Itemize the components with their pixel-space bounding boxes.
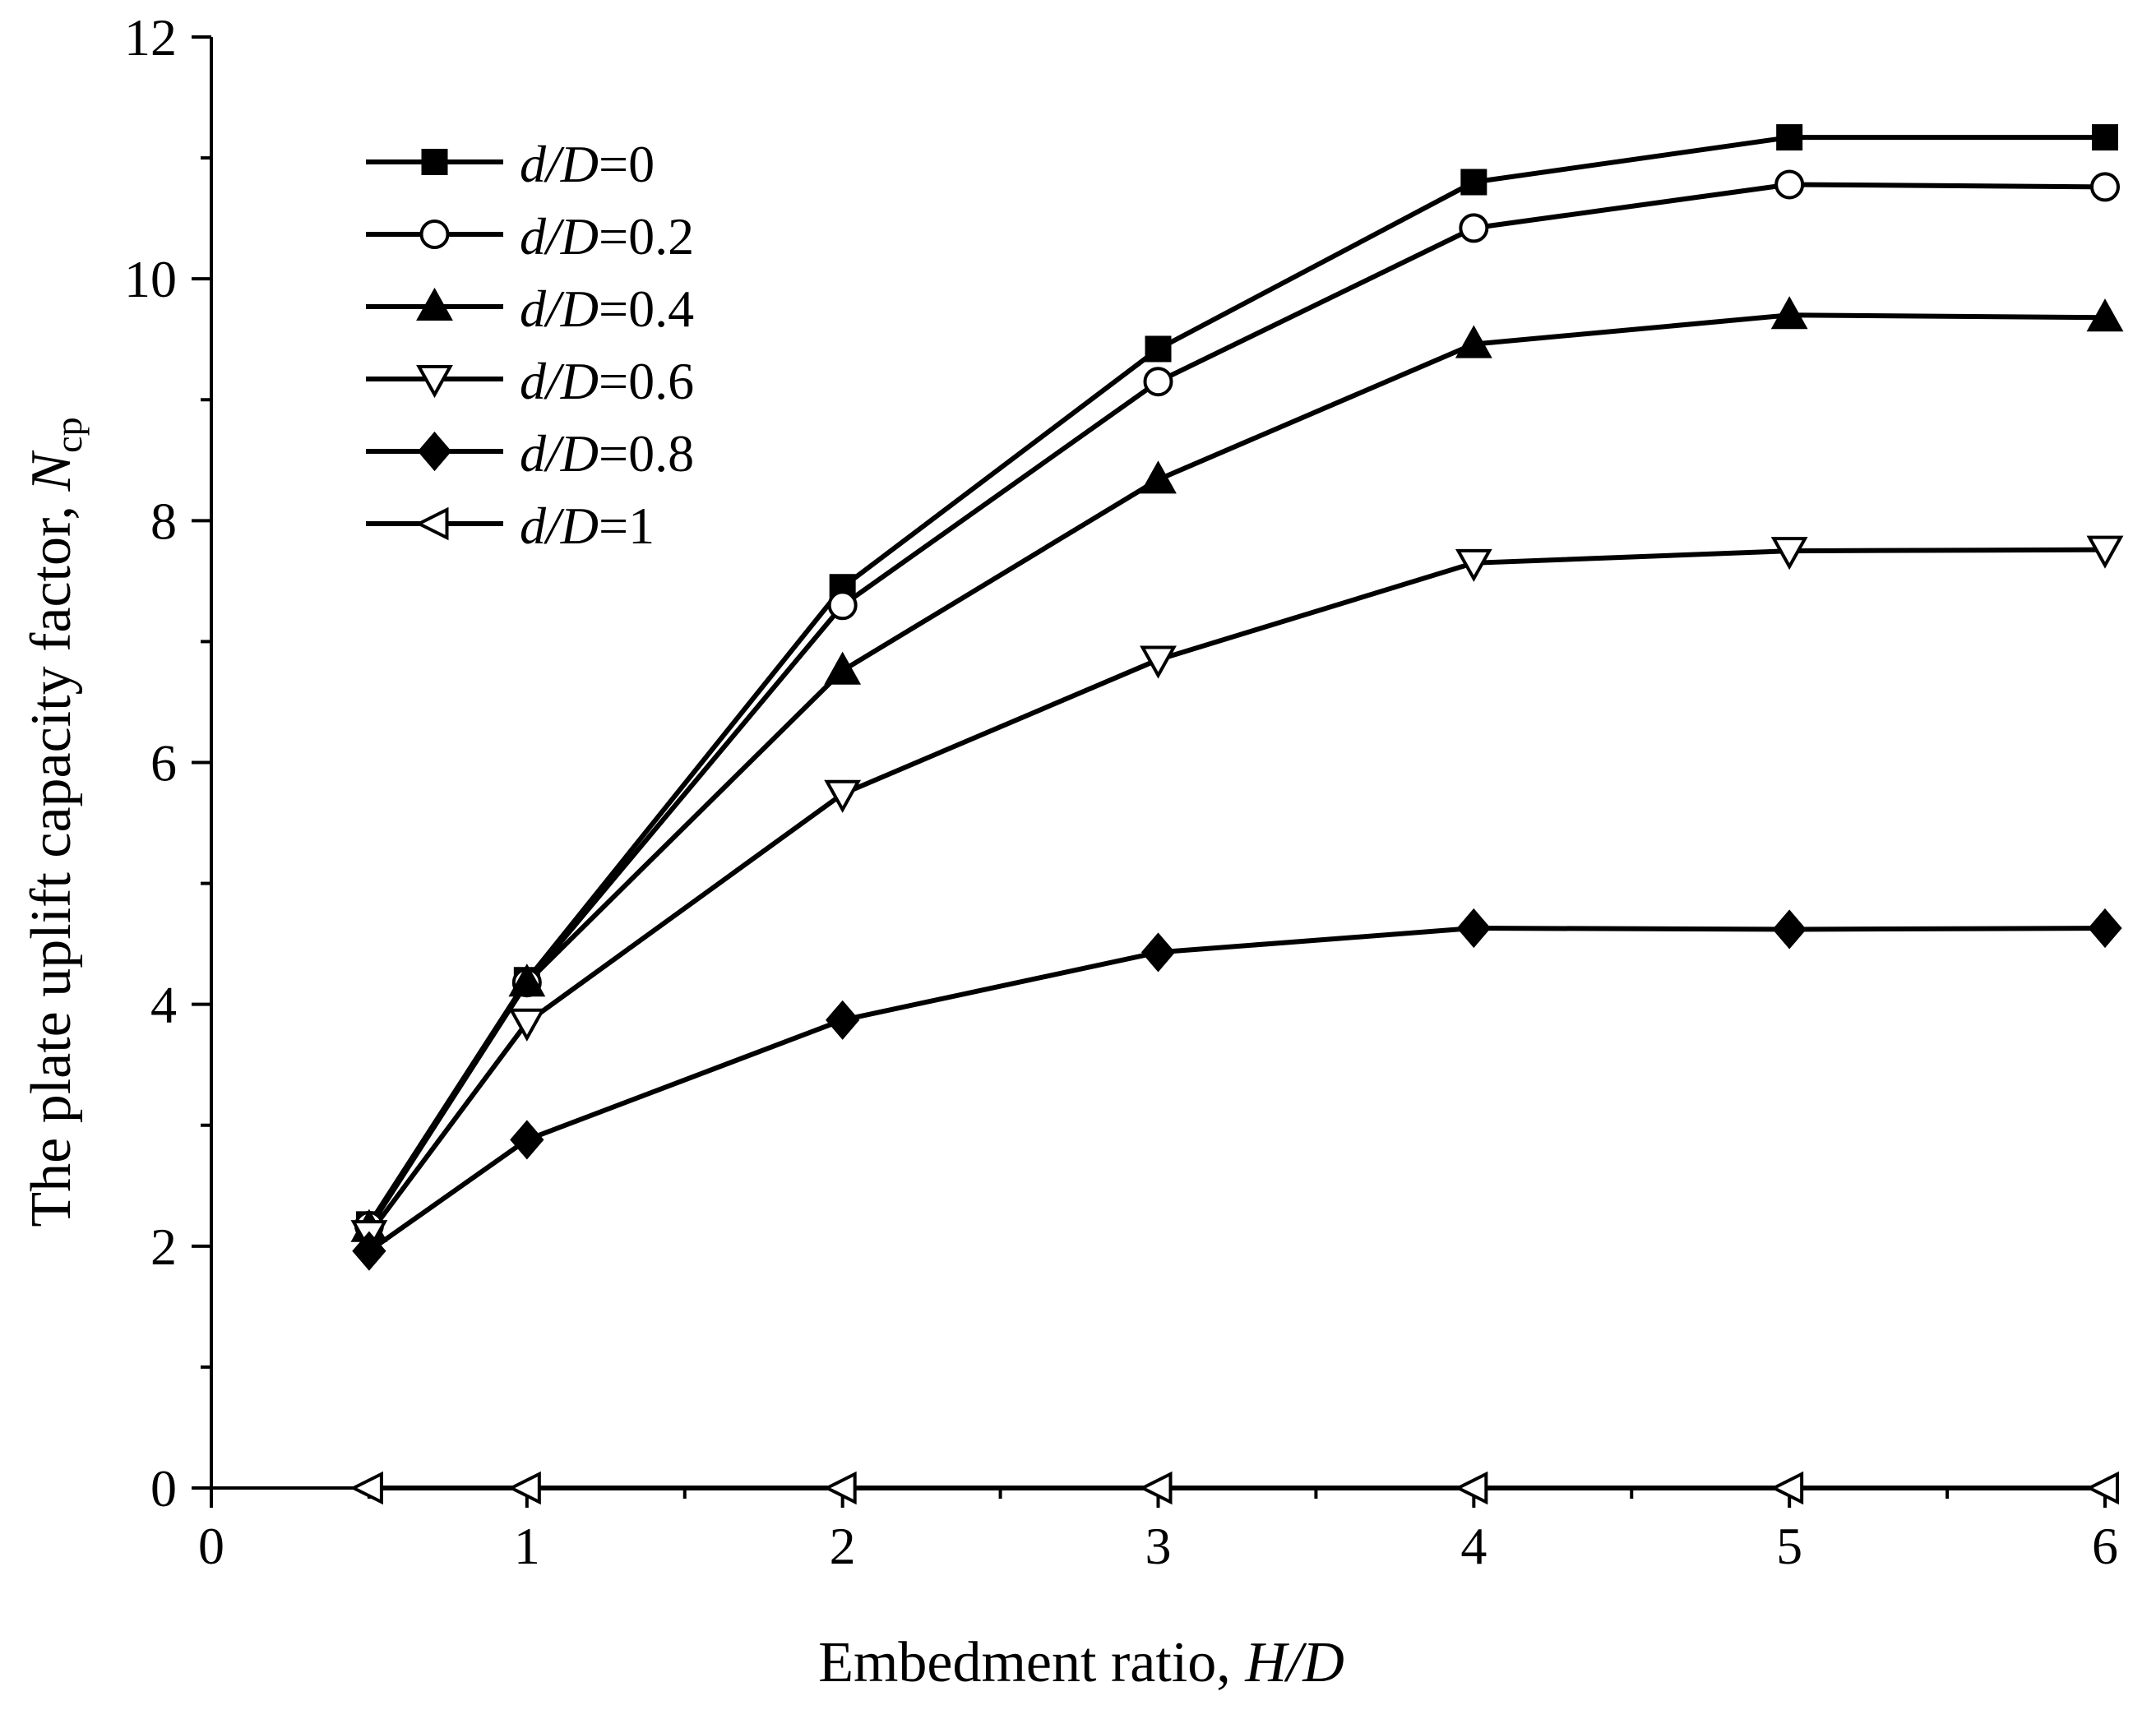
- x-axis-label-variable: H/D: [1244, 1631, 1344, 1694]
- data-point-1-3: [1143, 367, 1173, 397]
- data-point-5-1: [507, 1471, 541, 1505]
- data-point-3-4: [1455, 548, 1492, 582]
- data-point-5-5: [1770, 1471, 1804, 1505]
- legend-label-value: =0.6: [599, 352, 694, 410]
- data-point-4-3: [1140, 932, 1176, 973]
- x-axis-label: Embedment ratio, H/D: [818, 1631, 1344, 1694]
- legend-label-5: d/D=1: [520, 497, 655, 555]
- y-axis-label: The plate uplift capacity factor, Ncp: [20, 417, 90, 1227]
- legend-label-4: d/D=0.8: [520, 424, 694, 483]
- y-tick-label: 4: [150, 976, 177, 1034]
- data-point-1-4: [1459, 213, 1489, 243]
- y-tick-label: 6: [150, 734, 177, 792]
- data-point-4-2: [826, 1000, 860, 1040]
- data-point-0-3: [1145, 335, 1172, 363]
- legend-label-value: =0.2: [599, 207, 694, 266]
- data-point-4-4: [1456, 908, 1491, 949]
- data-point-1-2: [827, 590, 858, 621]
- legend-label-3: d/D=0.6: [520, 352, 694, 410]
- data-point-2-4: [1455, 325, 1492, 358]
- x-tick-label: 0: [198, 1517, 224, 1575]
- legend-label-1: d/D=0.2: [520, 207, 694, 266]
- legend-label-value: =0.8: [599, 424, 694, 483]
- legend-label-variable: d/D: [520, 424, 599, 483]
- legend-label-variable: d/D: [520, 207, 599, 266]
- data-point-2-3: [1140, 460, 1177, 494]
- data-point-4-5: [1772, 909, 1807, 950]
- series-line-3: [367, 547, 2106, 1236]
- series-markers: [349, 124, 2124, 1505]
- legend-label-value: =0: [599, 135, 655, 193]
- data-point-4-6: [2088, 908, 2122, 949]
- data-point-5-3: [1139, 1471, 1173, 1505]
- y-tick-label: 12: [124, 8, 177, 67]
- data-point-2-1: [508, 963, 546, 997]
- data-point-3-2: [824, 779, 862, 813]
- data-point-3-1: [508, 1008, 546, 1042]
- legend-label-variable: d/D: [520, 497, 599, 555]
- data-point-4-0: [352, 1231, 386, 1271]
- legend-marker-4: [417, 431, 452, 472]
- legend-label-0: d/D=0: [520, 135, 655, 193]
- x-tick-label: 5: [1776, 1517, 1802, 1575]
- legend-marker-2: [416, 287, 453, 321]
- data-point-5-0: [349, 1471, 383, 1505]
- legend-marker-0: [421, 149, 448, 175]
- legend-label-variable: d/D: [520, 352, 599, 410]
- data-point-2-6: [2086, 298, 2124, 332]
- legend-label-2: d/D=0.4: [520, 280, 694, 338]
- y-axis-label-symbol: N: [20, 451, 83, 492]
- legend: d/D=0d/D=0.2d/D=0.4d/D=0.6d/D=0.8d/D=1: [366, 135, 694, 555]
- y-tick-label: 2: [150, 1218, 177, 1276]
- data-point-5-6: [2085, 1471, 2119, 1505]
- legend-marker-1: [419, 219, 450, 249]
- data-point-1-5: [1774, 169, 1805, 200]
- legend-label-value: =0.4: [599, 280, 694, 338]
- legend-label-value: =1: [599, 497, 655, 555]
- data-point-1-6: [2090, 172, 2120, 202]
- legend-marker-3: [416, 365, 453, 399]
- data-point-5-2: [823, 1471, 857, 1505]
- series-line-4: [368, 926, 2106, 1254]
- data-point-2-5: [1770, 296, 1808, 330]
- x-tick-label: 3: [1145, 1517, 1172, 1575]
- y-tick-label: 0: [150, 1459, 177, 1518]
- y-tick-label: 10: [124, 250, 177, 308]
- data-point-2-2: [824, 651, 862, 685]
- y-tick-label: 8: [150, 492, 177, 550]
- x-axis-label-prefix: Embedment ratio,: [818, 1631, 1245, 1694]
- data-point-3-6: [2086, 535, 2124, 569]
- x-tick-label: 1: [514, 1517, 540, 1575]
- legend-marker-5: [415, 506, 449, 541]
- x-tick-label: 6: [2092, 1517, 2118, 1575]
- data-point-3-5: [1770, 537, 1808, 571]
- data-point-3-3: [1140, 645, 1177, 679]
- x-tick-label: 4: [1460, 1517, 1487, 1575]
- x-tick-label: 2: [830, 1517, 856, 1575]
- series-line-1: [367, 182, 2106, 1227]
- data-point-0-6: [2092, 124, 2118, 151]
- data-point-0-4: [1460, 169, 1487, 196]
- data-point-4-1: [510, 1120, 544, 1160]
- y-axis-label-prefix: The plate uplift capacity factor,: [20, 492, 83, 1227]
- series-lines: [367, 135, 2106, 1490]
- y-axis-label-subscript: cp: [48, 417, 90, 452]
- legend-label-variable: d/D: [520, 135, 599, 193]
- data-point-0-5: [1776, 124, 1803, 151]
- data-point-5-4: [1454, 1471, 1488, 1505]
- legend-label-variable: d/D: [520, 280, 599, 338]
